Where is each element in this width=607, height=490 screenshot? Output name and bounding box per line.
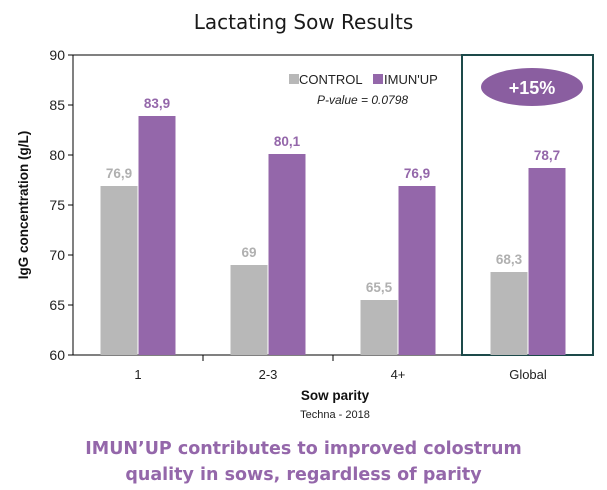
y-tick-label: 90	[49, 47, 65, 63]
value-label-control: 69	[241, 245, 256, 260]
bar-chart: 60 65 70 75 80 85 90 1 2-3 4+ Global 76,9 83,9 69 80…	[16, 47, 594, 421]
x-tick-label: 4+	[391, 367, 406, 382]
caption-line-1: IMUN’UP contributes to improved colostru…	[85, 439, 522, 459]
bar-control	[490, 272, 528, 355]
p-value-annotation: P-value = 0.0798	[317, 93, 408, 107]
bars	[100, 116, 566, 355]
legend: CONTROL IMUN'UP	[289, 72, 438, 87]
bar-imunup	[138, 116, 176, 355]
legend-swatch-control	[289, 74, 299, 84]
legend-label-control: CONTROL	[299, 72, 363, 87]
y-tick-label: 60	[49, 347, 65, 363]
y-tick-label: 85	[49, 97, 65, 113]
value-label-imunup: 83,9	[144, 96, 170, 111]
x-axis-title: Sow parity	[301, 388, 370, 403]
badge-text: +15%	[509, 78, 556, 98]
x-tick-label: Global	[509, 367, 547, 382]
value-label-control: 68,3	[496, 252, 523, 267]
value-label-control: 76,9	[106, 166, 132, 181]
bar-imunup	[268, 154, 306, 355]
source-note: Techna - 2018	[300, 409, 370, 421]
bar-imunup	[528, 168, 566, 355]
increase-badge: +15%	[481, 68, 583, 106]
badge-ellipse	[481, 68, 583, 106]
value-labels: 76,9 83,9 69 80,1 65,5 76,9 68,3 78,7	[106, 96, 560, 295]
x-tick-label: 2-3	[259, 367, 278, 382]
legend-label-imunup: IMUN'UP	[384, 72, 438, 87]
bar-control	[100, 186, 138, 355]
legend-swatch-imunup	[373, 74, 383, 84]
y-axis: 60 65 70 75 80 85 90	[49, 47, 73, 363]
y-tick-label: 80	[49, 147, 65, 163]
chart-title: Lactating Sow Results	[193, 10, 414, 34]
caption-line-2: quality in sows, regardless of parity	[125, 465, 482, 485]
y-axis-title: IgG concentration (g/L)	[16, 131, 31, 280]
bar-control	[230, 265, 268, 355]
caption: IMUN’UP contributes to improved colostru…	[0, 436, 607, 488]
value-label-imunup: 80,1	[274, 134, 301, 149]
bar-imunup	[398, 186, 436, 355]
y-tick-label: 75	[49, 197, 65, 213]
y-tick-label: 65	[49, 297, 65, 313]
value-label-control: 65,5	[366, 280, 393, 295]
x-axis: 1 2-3 4+ Global	[134, 355, 547, 382]
x-tick-label: 1	[134, 367, 141, 382]
bar-control	[360, 300, 398, 355]
y-tick-label: 70	[49, 247, 65, 263]
value-label-imunup: 78,7	[534, 148, 560, 163]
value-label-imunup: 76,9	[404, 166, 430, 181]
